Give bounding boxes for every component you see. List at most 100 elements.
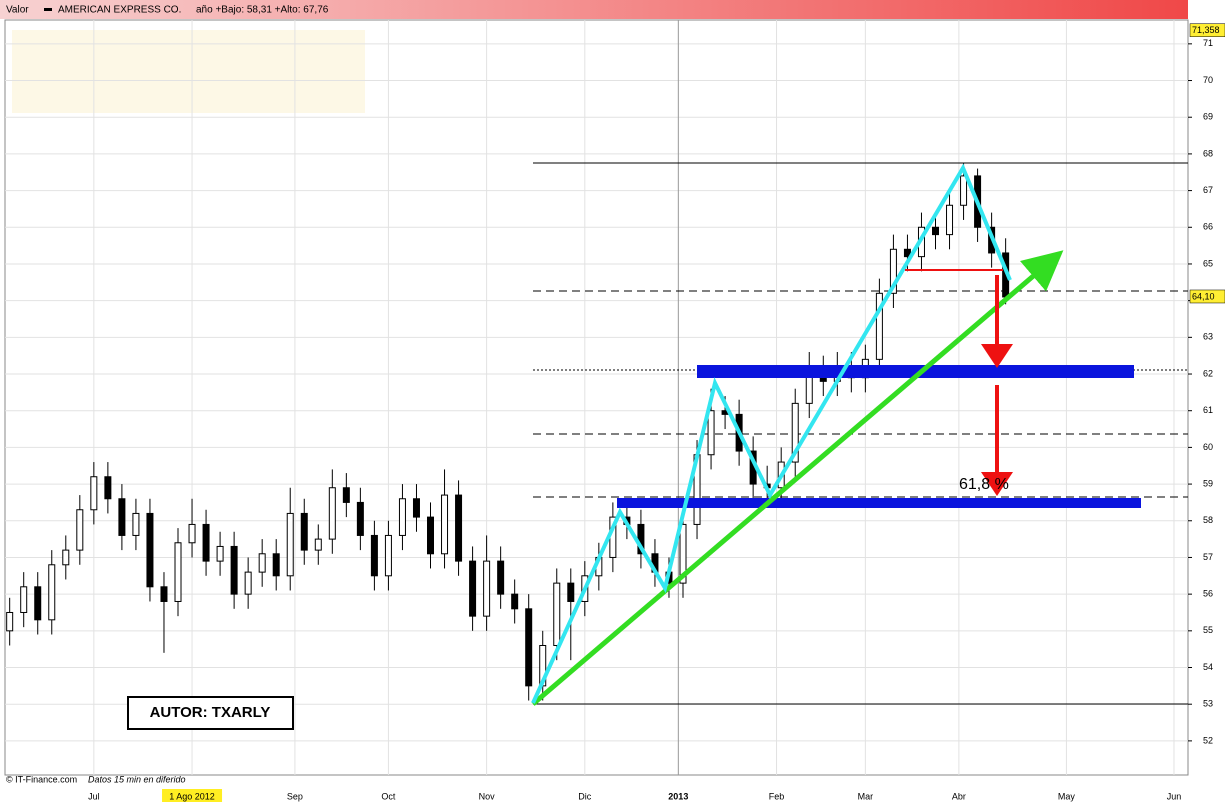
legend-swatch bbox=[44, 8, 52, 11]
candle-body bbox=[48, 564, 56, 621]
candle-body bbox=[455, 494, 463, 562]
fibo-label: 61,8 % bbox=[959, 476, 1009, 493]
header-range: año +Bajo: 58,31 +Alto: 67,76 bbox=[196, 5, 329, 16]
candle-body bbox=[960, 175, 968, 206]
drawings bbox=[531, 163, 1141, 706]
y-tick-label: 54 bbox=[1203, 662, 1213, 672]
y-tick-label: 59 bbox=[1203, 478, 1213, 488]
price-flag bbox=[1189, 289, 1225, 304]
candle-body bbox=[483, 560, 491, 617]
x-tick-label: Dic bbox=[578, 791, 591, 801]
trend-line bbox=[531, 250, 1064, 706]
candle-body bbox=[328, 487, 336, 540]
candle-body bbox=[370, 534, 378, 577]
candle-body bbox=[412, 498, 420, 518]
author-box bbox=[127, 696, 294, 730]
candle-body bbox=[791, 402, 799, 463]
candle-body bbox=[34, 586, 42, 621]
candle-body bbox=[932, 226, 940, 236]
header-bar bbox=[0, 0, 1188, 19]
x-tick-label: May bbox=[1058, 791, 1076, 801]
x-tick-label: Nov bbox=[479, 791, 496, 801]
candle-body bbox=[903, 248, 911, 258]
author-label: AUTOR: TXARLY bbox=[150, 704, 271, 721]
candle-body bbox=[62, 549, 70, 566]
candle-body bbox=[427, 516, 435, 555]
candle-body bbox=[889, 248, 897, 294]
candle-body bbox=[272, 553, 280, 577]
candle-body bbox=[258, 553, 266, 573]
candle-body bbox=[497, 560, 505, 595]
y-tick-label: 53 bbox=[1203, 699, 1213, 709]
candle-body bbox=[244, 571, 252, 595]
y-tick-label: 63 bbox=[1203, 332, 1213, 342]
x-tick-label: Jun bbox=[1167, 791, 1182, 801]
candle-body bbox=[20, 586, 28, 613]
candle-body bbox=[230, 545, 238, 595]
zigzag bbox=[531, 163, 1012, 704]
x-tick-label: Oct bbox=[381, 791, 396, 801]
candle-body bbox=[469, 560, 477, 617]
candle-body bbox=[875, 292, 883, 360]
y-tick-label: 55 bbox=[1203, 625, 1213, 635]
candle-body bbox=[202, 523, 210, 562]
candle-body bbox=[118, 498, 126, 536]
candle-body bbox=[356, 501, 364, 536]
y-tick-label: 70 bbox=[1203, 75, 1213, 85]
candle-body bbox=[286, 512, 294, 577]
x-tick-label: Feb bbox=[769, 791, 785, 801]
footer-source: © IT-Finance.com bbox=[6, 774, 77, 784]
y-tick-label: 65 bbox=[1203, 258, 1213, 268]
header-name: AMERICAN EXPRESS CO. bbox=[58, 5, 181, 16]
candle-body bbox=[6, 611, 14, 632]
plot-frame bbox=[4, 19, 1189, 776]
y-tick-label: 67 bbox=[1203, 185, 1213, 195]
y-tick-label: 66 bbox=[1203, 222, 1213, 232]
y-tick-label: 62 bbox=[1203, 368, 1213, 378]
candle-body bbox=[946, 204, 954, 236]
candle-body bbox=[90, 476, 98, 511]
candle-body bbox=[441, 494, 449, 555]
price-flag bbox=[1189, 23, 1225, 37]
candle-body bbox=[525, 608, 533, 687]
x-tick-label: Jul bbox=[88, 791, 100, 801]
x-tick-highlight bbox=[162, 789, 223, 802]
x-tick-label: Sep bbox=[287, 791, 303, 801]
candle-body bbox=[679, 523, 687, 584]
y-tick-label: 61 bbox=[1203, 405, 1213, 415]
candle-body bbox=[104, 476, 112, 500]
candle-body bbox=[511, 593, 519, 610]
candle-body bbox=[160, 586, 168, 602]
x-tick-label: Abr bbox=[952, 791, 966, 801]
candle-body bbox=[132, 512, 140, 536]
header-label: Valor bbox=[6, 5, 29, 16]
x-tick-label: Mar bbox=[858, 791, 874, 801]
y-tick-label: 71 bbox=[1203, 38, 1213, 48]
y-tick-label: 52 bbox=[1203, 735, 1213, 745]
y-tick-label: 68 bbox=[1203, 148, 1213, 158]
candle-body bbox=[567, 582, 575, 602]
info-box bbox=[12, 30, 365, 113]
y-tick-label: 56 bbox=[1203, 589, 1213, 599]
candle-body bbox=[384, 534, 392, 577]
price-flag-label: 71,358 bbox=[1192, 25, 1220, 35]
y-tick-label: 60 bbox=[1203, 442, 1213, 452]
y-tick-label: 57 bbox=[1203, 552, 1213, 562]
candle-body bbox=[174, 542, 182, 602]
candle-body bbox=[553, 582, 561, 646]
candle-body bbox=[314, 538, 322, 551]
candle-body bbox=[146, 512, 154, 588]
y-tick-label: 69 bbox=[1203, 112, 1213, 122]
support-band bbox=[697, 365, 1134, 378]
x-tick-label: 2013 bbox=[668, 791, 688, 801]
y-tick-label: 58 bbox=[1203, 515, 1213, 525]
candle-body bbox=[188, 523, 196, 544]
candle-body bbox=[216, 545, 224, 562]
price-flag-label: 64,10 bbox=[1192, 291, 1215, 301]
footer-note: Datos 15 min en diferido bbox=[88, 774, 186, 784]
support-band bbox=[617, 498, 1141, 508]
candle-body bbox=[300, 512, 308, 551]
candle-body bbox=[707, 410, 715, 456]
